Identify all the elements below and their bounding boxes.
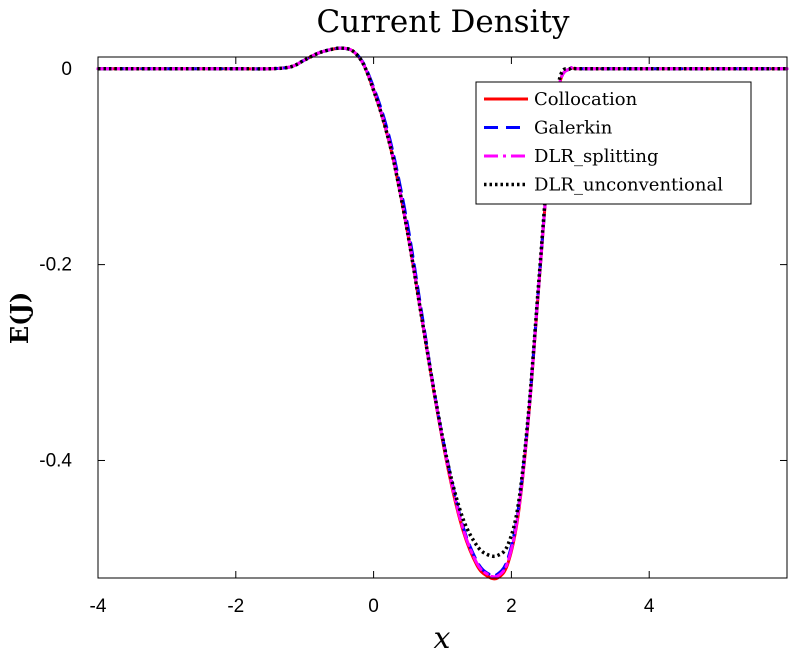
y-axis-label: E(J) <box>5 292 34 344</box>
legend: Collocation Galerkin DLR_splitting DLR_unco… <box>475 81 752 205</box>
x-tick-label: 0 <box>368 596 379 617</box>
legend-label: DLR_unconventional <box>534 175 723 196</box>
legend-label: Galerkin <box>534 118 613 139</box>
axes: -4 -2 0 2 4 0 -0.2 -0.4 <box>39 57 787 617</box>
legend-label: DLR_splitting <box>534 146 659 167</box>
x-tick-label: -2 <box>227 596 244 617</box>
y-tick-label: 0 <box>61 59 72 80</box>
x-tick-label: -4 <box>90 596 107 617</box>
series-line-dlr-unconventional <box>97 46 787 559</box>
y-tick-label: -0.2 <box>39 255 72 276</box>
x-axis-label: x <box>434 621 451 653</box>
plot-frame <box>97 56 788 579</box>
legend-label: Collocation <box>534 89 638 110</box>
legend-box <box>475 81 752 205</box>
y-tick-label: -0.4 <box>39 450 72 471</box>
x-tick-label: 2 <box>506 596 517 617</box>
x-tick-label: 4 <box>644 596 655 617</box>
chart-title: Current Density <box>317 4 570 40</box>
